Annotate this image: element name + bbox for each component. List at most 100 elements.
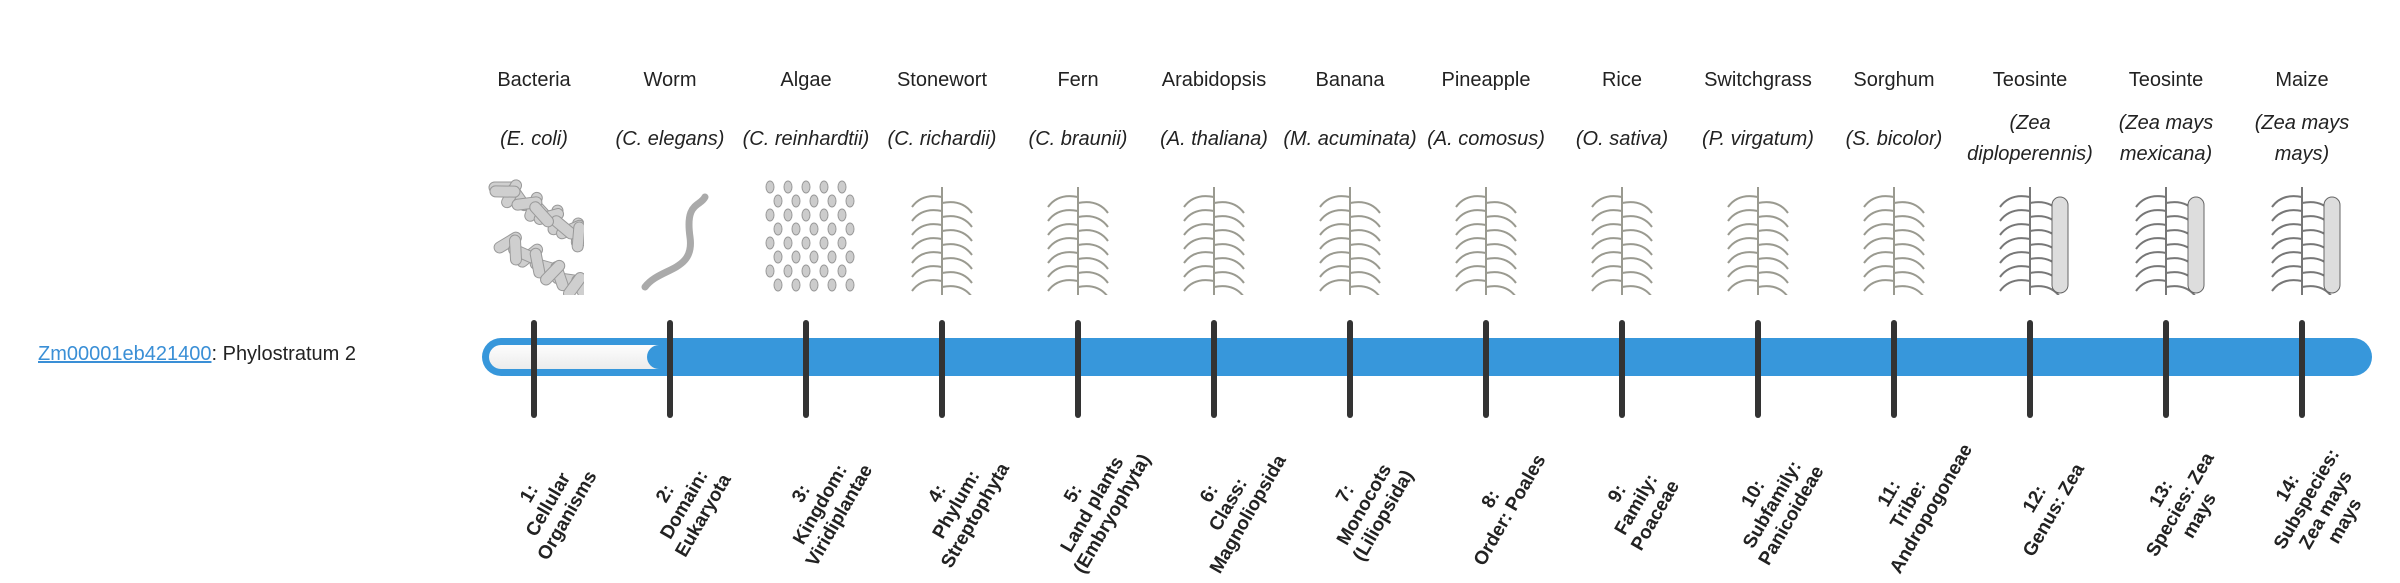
phylostratum-rank-label: 13: Species: Zea mays [2120,432,2242,578]
phylostratum-rank-label: 12: Genus: Zea [1993,438,2096,573]
phylostratum-text: : Phylostratum 2 [211,343,356,365]
organism-column: Teosinte (Zea mays mexicana) [2098,60,2234,178]
organism-scientific-name: (O. sativa) [1554,100,1690,178]
phylostratum-rank-label: 8: Order: Poales [1449,438,1552,573]
phylostratum-rank-label: 9: Family: Poaceae [1576,432,1698,578]
phylostratum-rank-label: 6: Class: Magnoliopsida [1168,432,1291,578]
phylostratum-tick [2027,320,2033,418]
scientific-name-text: (E. coli) [500,127,568,150]
teosinte-image [1980,177,2080,298]
phylostratum-rank-label: 10: Subfamily: Panicoideae [1712,432,1834,578]
organism-scientific-name: (S. bicolor) [1826,100,1962,178]
sorghum-image [1844,177,1944,298]
scientific-name-text: (Zea diploperennis) [1967,112,2093,165]
phylostratum-rank-label: 3: Kingdom: Viridiplantae [760,432,882,578]
organism-column: Teosinte (Zea diploperennis) [1962,60,2098,178]
organism-scientific-name: (Zea mays mays) [2234,100,2370,178]
organism-scientific-name: (A. thaliana) [1146,100,1282,178]
scientific-name-text: (A. thaliana) [1160,127,1268,150]
organism-common-name: Stonewort [896,69,988,91]
scientific-name-text: (Zea mays mays) [2254,112,2350,165]
organism-common-name: Rice [1601,69,1642,91]
organism-column: Sorghum (S. bicolor) [1826,60,1962,178]
organism-scientific-name: (A. comosus) [1418,100,1554,178]
organism-common-name: Maize [2275,69,2329,91]
scientific-name-text: (C. braunii) [1028,127,1128,150]
phylostratum-tick [2163,320,2169,418]
phylostratum-tick [531,320,537,418]
organism-scientific-name: (C. braunii) [1010,100,1146,178]
fern-image [1028,177,1128,298]
organism-scientific-name: (C. reinhardtii) [738,100,874,178]
rice-image [1572,177,1672,298]
phylostratum-rank-label: 11: Tribe: Andropogoneae [1848,432,1977,578]
organism-column: Arabidopsis (A. thaliana) [1146,60,1282,178]
scientific-name-text: (O. sativa) [1575,127,1669,150]
organism-common-name: Teosinte [2128,69,2204,91]
organism-column: Worm (C. elegans) [602,60,738,178]
organism-common-name: Bacteria [497,69,571,91]
organism-column: Fern (C. braunii) [1010,60,1146,178]
phylostratum-rank-label: 14: Subspecies: Zea mays mays [2246,427,2387,583]
organism-common-name: Pineapple [1441,69,1531,91]
gene-id-link[interactable]: Zm00001eb421400 [38,343,212,365]
scientific-name-text: (P. virgatum) [1702,127,1814,150]
bacteria-image [484,177,600,304]
phylostratum-tick [1891,320,1897,418]
organism-scientific-name: (E. coli) [466,100,602,178]
organism-scientific-name: (C. elegans) [602,100,738,178]
phylostratum-tick [939,320,945,418]
phylostratum-tick [1211,320,1217,418]
arabidopsis-image [1164,177,1264,298]
teosinte-mexicana-image [2116,177,2216,298]
scientific-name-text: (M. acuminata) [1283,127,1417,150]
organism-common-name: Banana [1315,69,1385,91]
organism-column: Rice (O. sativa) [1554,60,1690,178]
organism-scientific-name: (P. virgatum) [1690,100,1826,178]
organism-scientific-name: (C. richardii) [874,100,1010,178]
organism-common-name: Algae [780,69,832,91]
organism-scientific-name: (Zea diploperennis) [1962,100,2098,178]
scientific-name-text: (C. elegans) [615,127,725,150]
organism-column: Algae (C. reinhardtii) [738,60,874,178]
organism-column: Switchgrass (P. virgatum) [1690,60,1826,178]
organism-common-name: Worm [643,69,697,91]
phylostratum-rank-label: 7: Monocots (Liliopsida) [1304,432,1426,578]
organism-common-name: Teosinte [1992,69,2068,91]
organism-column: Banana (M. acuminata) [1282,60,1418,178]
phylostratum-bar-unfilled [489,345,659,369]
phylostratum-tick [667,320,673,418]
organism-common-name: Switchgrass [1704,69,1812,91]
phylostratum-tick [803,320,809,418]
organism-scientific-name: (M. acuminata) [1282,100,1418,178]
organism-scientific-name: (Zea mays mexicana) [2098,100,2234,178]
phylostratum-tick [2299,320,2305,418]
switchgrass-image [1708,177,1808,298]
maize-image [2252,177,2352,298]
scientific-name-text: (C. reinhardtii) [742,127,870,150]
banana-image [1300,177,1400,298]
organism-common-name: Sorghum [1853,69,1935,91]
scientific-name-text: (Zea mays mexicana) [2118,112,2214,165]
scientific-name-text: (C. richardii) [887,127,997,150]
phylostratum-tick [1755,320,1761,418]
phylostratum-rank-label: 2: Domain: Eukaryota [624,432,746,578]
algae-image [756,177,856,295]
organism-column: Stonewort (C. richardii) [874,60,1010,178]
pineapple-image [1436,177,1536,298]
scientific-name-text: (S. bicolor) [1845,127,1943,150]
phylostratum-tick [1619,320,1625,418]
organism-column: Maize (Zea mays mays) [2234,60,2370,178]
worm-image [620,177,720,295]
gene-phylostratum-label: Zm00001eb421400: Phylostratum 2 [38,343,356,366]
phylostratum-rank-label: 1: Cellular Organisms [488,432,610,578]
organism-common-name: Arabidopsis [1161,69,1267,91]
phylostratum-tick [1483,320,1489,418]
organism-column: Pineapple (A. comosus) [1418,60,1554,178]
organism-column: Bacteria (E. coli) [466,60,602,178]
stonewort-image [892,177,992,298]
phylostratum-rank-label: 5: Land plants (Embryophyta) [1032,432,1155,578]
phylostratum-bar [482,338,2372,376]
phylostratum-tick [1075,320,1081,418]
phylostratum-rank-label: 4: Phylum: Streptophyta [896,432,1018,578]
